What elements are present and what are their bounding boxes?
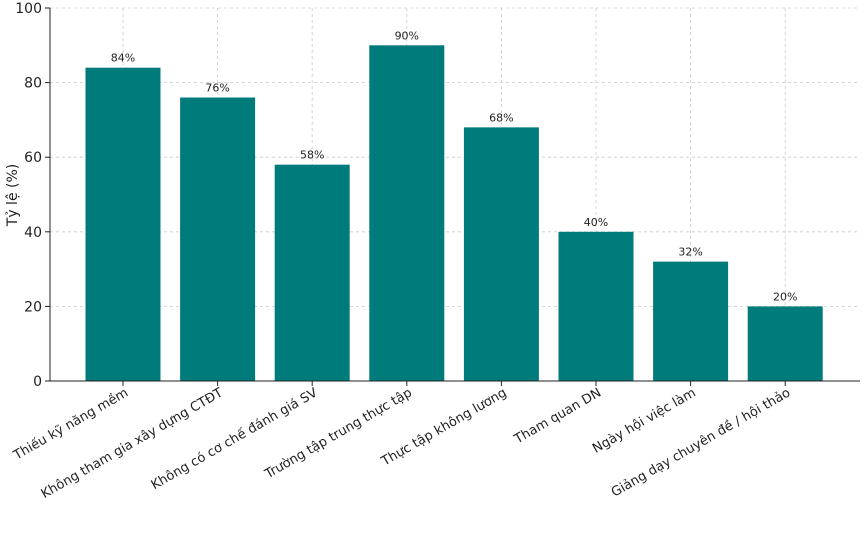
- data-label: 76%: [205, 82, 229, 95]
- x-tick-label: Không có cơ chế đánh giá SV: [149, 385, 320, 493]
- y-tick-label: 40: [24, 225, 42, 241]
- data-label: 58%: [300, 149, 324, 162]
- data-label: 90%: [395, 29, 419, 42]
- y-tick-label: 0: [33, 374, 42, 390]
- x-tick-label: Tham quan DN: [511, 385, 604, 447]
- y-tick-label: 60: [24, 150, 42, 166]
- data-label: 20%: [773, 290, 797, 303]
- x-tick-label: Trường tập trung thực tập: [262, 385, 415, 482]
- x-tick-label: Không tham gia xây dựng CTĐT: [39, 385, 226, 502]
- bar: [180, 97, 256, 382]
- data-label: 68%: [489, 111, 513, 124]
- y-tick-label: 20: [24, 299, 42, 315]
- bar: [274, 164, 350, 381]
- y-tick-label: 80: [24, 76, 42, 92]
- y-axis-label: Tỷ lệ (%): [5, 164, 21, 227]
- bar: [747, 306, 823, 381]
- grid: [50, 7, 860, 382]
- bars: 84% 76% 58% 90% 68% 40% 32% 20%: [85, 29, 823, 382]
- data-label: 84%: [111, 52, 135, 65]
- data-label: 40%: [584, 216, 608, 229]
- x-tick-label: Giảng dạy chuyên đề / hội thảo: [609, 385, 793, 500]
- bar: [463, 127, 539, 381]
- bar: [85, 67, 161, 382]
- bar: [558, 231, 634, 381]
- bar: [653, 261, 729, 381]
- bar: [369, 45, 445, 382]
- y-tick-label: 100: [15, 1, 42, 17]
- data-label: 32%: [678, 246, 702, 259]
